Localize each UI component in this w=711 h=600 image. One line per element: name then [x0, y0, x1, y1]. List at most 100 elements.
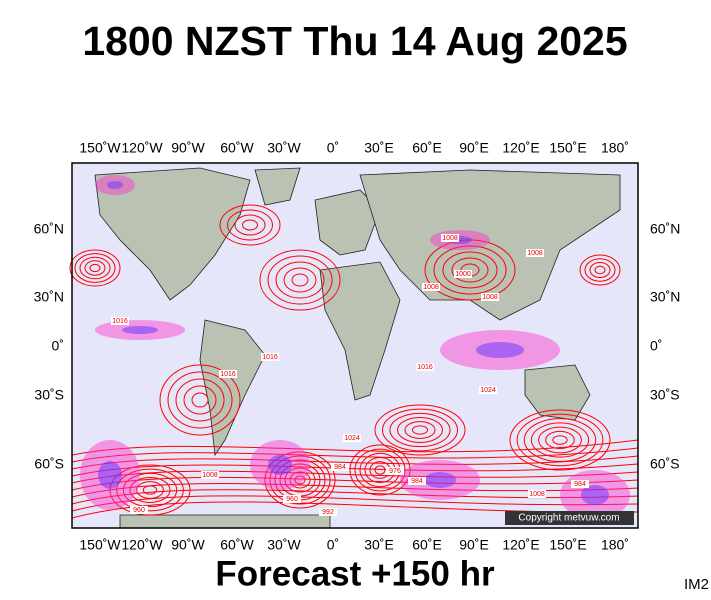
isobar: [530, 422, 590, 458]
isobar: [289, 471, 311, 489]
lon-label: 30˚E: [364, 140, 394, 156]
isobar: [545, 430, 575, 450]
isobar-label: 1016: [112, 318, 128, 325]
isobar: [219, 204, 281, 246]
isobar: [84, 260, 106, 276]
isobar-label-bg: [416, 363, 434, 371]
isobar-label: 1000: [455, 271, 471, 278]
isobar-label-bg: [481, 293, 499, 301]
lon-label: 60˚E: [412, 140, 442, 156]
map: 1016 1016 1016 1024 1008 1000 1008 1016 1024 984 9…: [69, 162, 639, 529]
isobar-label-bg: [422, 283, 440, 291]
lon-label: 30˚W: [267, 537, 301, 553]
lat-label: 0˚: [52, 338, 64, 354]
isobar-label-bg: [571, 480, 589, 488]
isobar-label: 1016: [262, 354, 278, 361]
copyright: Copyright metvuw.com: [518, 513, 619, 524]
title: 1800 NZST Thu 14 Aug 2025: [82, 18, 627, 64]
isobar-label: 1024: [480, 387, 496, 394]
lon-label: 120˚W: [121, 537, 163, 553]
isobar: [374, 404, 466, 456]
isobar-label-bg: [441, 234, 459, 242]
lon-label: 90˚E: [459, 140, 489, 156]
isobar: [71, 439, 639, 456]
isobar-label: 960: [133, 507, 145, 514]
isobar-label: 984: [334, 464, 346, 471]
isobar-label: 1024: [344, 435, 360, 442]
isobar: [69, 249, 121, 287]
isobar: [74, 253, 116, 283]
isobar: [79, 256, 111, 280]
lon-label: 150˚E: [549, 537, 586, 553]
lon-label: 150˚W: [79, 140, 121, 156]
lon-label: 60˚W: [220, 140, 254, 156]
precip-core: [98, 461, 122, 489]
isobar-label: 1016: [220, 371, 236, 378]
lat-label: 60˚N: [650, 221, 680, 237]
isobar: [389, 412, 451, 448]
isobar: [451, 257, 489, 283]
isobar: [71, 470, 639, 484]
isobar-label-bg: [454, 270, 472, 278]
lat-label: 0˚: [650, 338, 662, 354]
lon-label: 150˚E: [549, 140, 586, 156]
lon-label: 120˚W: [121, 140, 163, 156]
isobar: [167, 371, 233, 429]
isobar: [412, 425, 428, 435]
lat-label: 30˚N: [650, 289, 680, 305]
isobar: [397, 417, 443, 443]
copyright-box: [505, 511, 634, 525]
precip-core: [122, 326, 158, 334]
isobar: [382, 408, 458, 452]
image-id: IM2: [684, 576, 709, 593]
isobar-label: 984: [411, 478, 423, 485]
map-frame: [71, 162, 639, 529]
isobar-label-bg: [283, 495, 301, 503]
lon-label: 90˚W: [171, 140, 205, 156]
isobar: [129, 477, 171, 503]
lon-label: 60˚E: [412, 537, 442, 553]
isobar: [374, 465, 386, 475]
lon-label: 120˚E: [502, 537, 539, 553]
isobar-label-bg: [331, 463, 349, 471]
isobar: [71, 455, 639, 470]
isobar-label: 992: [322, 509, 334, 516]
precip-core: [107, 181, 123, 189]
isobar-label: 1008: [442, 235, 458, 242]
isobar-label-bg: [343, 434, 361, 442]
isobar-label-bg: [479, 386, 497, 394]
isobar-label-bg: [386, 467, 404, 475]
isobar: [191, 392, 209, 408]
isobar: [175, 378, 225, 422]
isobar-label: 1008: [423, 284, 439, 291]
lon-label: 180˚: [601, 140, 629, 156]
isobar: [433, 245, 507, 295]
lat-label: 60˚S: [34, 456, 64, 472]
lat-label: 60˚S: [650, 456, 680, 472]
isobar: [516, 413, 604, 467]
lon-label: 30˚E: [364, 537, 394, 553]
isobar: [294, 475, 306, 485]
precip-core: [476, 342, 524, 358]
precip-core: [424, 472, 456, 488]
isobar-label: 984: [574, 481, 586, 488]
isobar: [579, 254, 621, 286]
forecast-label: Forecast +150 hr: [215, 554, 495, 593]
isobar: [538, 426, 582, 454]
isobar-label: 1008: [482, 294, 498, 301]
isobar-label-bg: [528, 490, 546, 498]
isobar: [283, 267, 317, 293]
isobar-label-bg: [130, 506, 148, 514]
isobar-label-bg: [201, 471, 219, 479]
precip-core: [268, 455, 292, 475]
isobar-label-bg: [408, 477, 426, 485]
isobar: [284, 467, 316, 493]
isobar: [89, 263, 101, 273]
isobar: [71, 495, 639, 512]
isobar: [227, 209, 273, 241]
lon-label: 120˚E: [502, 140, 539, 156]
lon-label: 180˚: [601, 537, 629, 553]
lat-label: 30˚S: [650, 387, 680, 403]
precip-core: [581, 485, 609, 505]
